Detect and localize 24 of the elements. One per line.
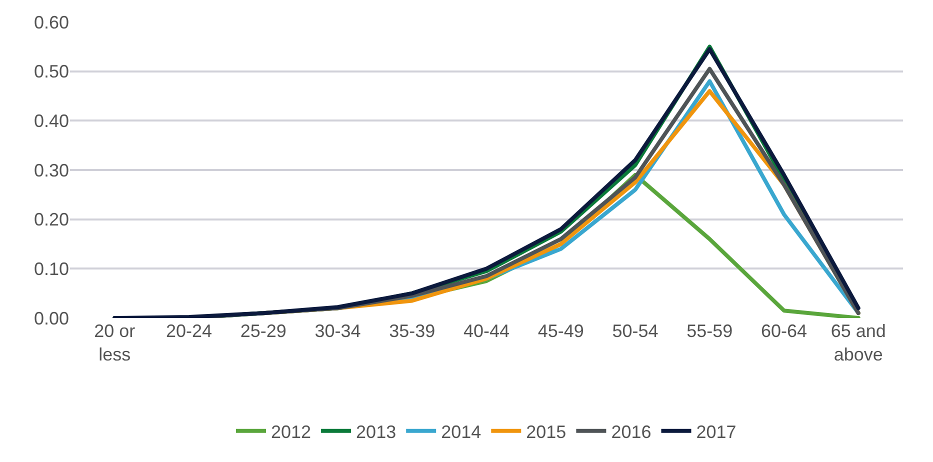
x-tick-label: 55-59 bbox=[686, 321, 733, 341]
x-tick-label: 20 or less bbox=[94, 321, 136, 364]
y-tick-label: 0.40 bbox=[34, 110, 69, 131]
legend-label: 2017 bbox=[696, 422, 736, 442]
legend-label: 2015 bbox=[526, 422, 566, 442]
legend-label: 2016 bbox=[611, 422, 652, 442]
y-tick-label: 0.60 bbox=[34, 12, 69, 32]
x-tick-label: 20-24 bbox=[166, 321, 212, 341]
y-tick-label: 0.00 bbox=[34, 308, 69, 328]
x-tick-label: 35-39 bbox=[389, 321, 436, 341]
legend-label: 2013 bbox=[356, 422, 396, 442]
x-tick-label: 40-44 bbox=[463, 321, 510, 341]
x-tick-label: 30-34 bbox=[314, 321, 361, 341]
x-tick-label: 60-64 bbox=[760, 321, 808, 341]
y-tick-label: 0.20 bbox=[34, 210, 69, 230]
y-tick-label: 0.30 bbox=[34, 160, 69, 180]
x-tick-label: 25-29 bbox=[240, 321, 286, 341]
x-tick-label: 65 and above bbox=[830, 321, 886, 364]
y-tick-label: 0.10 bbox=[34, 258, 69, 279]
x-tick-label: 45-49 bbox=[538, 321, 584, 341]
y-tick-label: 0.50 bbox=[34, 62, 69, 82]
legend-label: 2012 bbox=[271, 422, 312, 442]
legend-label: 2014 bbox=[441, 422, 482, 442]
x-tick-label: 50-54 bbox=[612, 321, 658, 341]
